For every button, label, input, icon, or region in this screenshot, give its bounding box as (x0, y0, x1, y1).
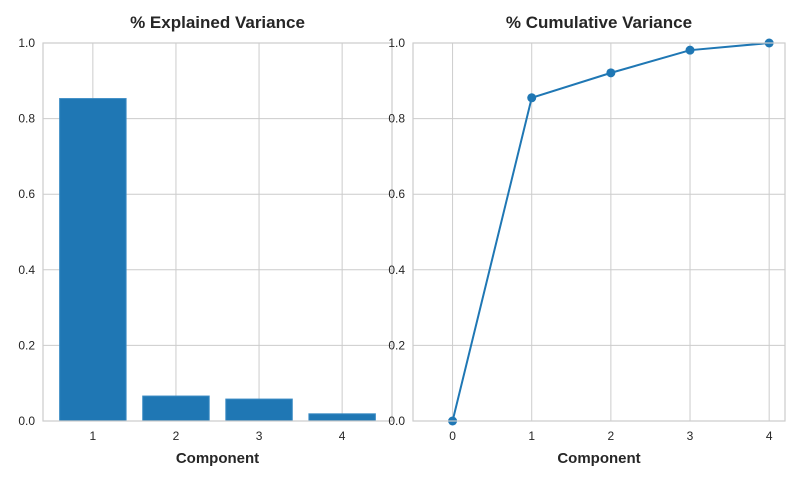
y-tick-label: 0.8 (388, 112, 405, 126)
y-tick-label: 0.8 (18, 112, 35, 126)
explained-variance-chart: 0.0 0.2 0.4 0.6 0.8 1.0 1 2 3 4 % Explained Varian… (18, 13, 393, 467)
x-tick-label: 3 (256, 429, 263, 443)
bar-component-4 (308, 413, 376, 422)
axes-frame (412, 42, 786, 422)
x-tick-label: 4 (339, 429, 346, 443)
data-point-3 (685, 45, 695, 55)
x-tick-label: 2 (608, 429, 615, 443)
bar-component-2 (142, 395, 210, 422)
y-tick-label: 0.2 (388, 338, 405, 352)
axes-frame (42, 42, 393, 422)
cumulative-variance-chart: 0.0 0.2 0.4 0.6 0.8 1.0 0 1 2 3 4 % Cumulative Vari… (388, 13, 786, 467)
x-tick-label: 2 (173, 429, 180, 443)
x-tick-label: 3 (687, 429, 694, 443)
bar-component-1 (59, 98, 127, 422)
bar-component-3 (225, 398, 293, 422)
x-tick-label: 1 (90, 429, 97, 443)
x-axis-label: Component (557, 450, 640, 467)
x-tick-label: 1 (528, 429, 535, 443)
y-tick-label: 0.2 (18, 338, 35, 352)
x-tick-label: 4 (766, 429, 773, 443)
data-point-2 (606, 68, 616, 78)
y-tick-label: 0.6 (18, 187, 35, 201)
chart-title: % Explained Variance (130, 13, 305, 32)
chart-title: % Cumulative Variance (506, 13, 692, 32)
x-axis-label: Component (176, 450, 259, 467)
y-tick-label: 0.4 (388, 263, 405, 277)
y-tick-label: 0.6 (388, 187, 405, 201)
y-tick-label: 0.4 (18, 263, 35, 277)
data-point-1 (527, 93, 537, 103)
y-tick-label: 1.0 (388, 36, 405, 50)
x-tick-label: 0 (449, 429, 456, 443)
y-tick-label: 1.0 (18, 36, 35, 50)
y-tick-label: 0.0 (388, 414, 405, 428)
y-tick-label: 0.0 (18, 414, 35, 428)
